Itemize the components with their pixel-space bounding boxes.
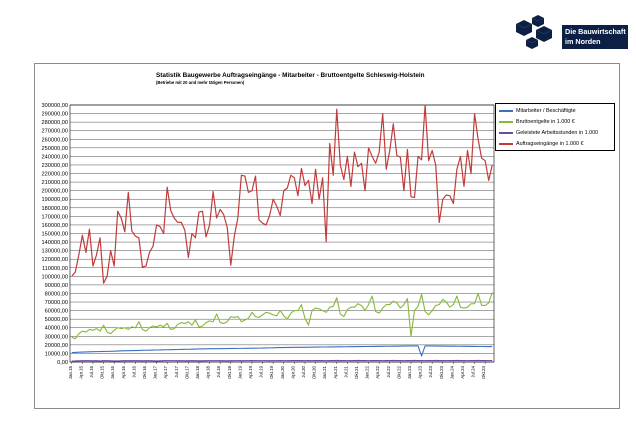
legend-label-mitarbeiter: Mitarbeiter / Beschäftigte [516, 108, 576, 114]
y-tick-label: 90000,00 [45, 283, 68, 289]
y-tick-label: 180000,00 [42, 206, 68, 212]
x-tick-label: Apr.19 [248, 365, 253, 378]
y-tick-label: 210000,00 [42, 180, 68, 186]
logo-wordmark: Die Bauwirtschaft im Norden [562, 25, 628, 49]
chart-title: Statistik Baugewerbe Auftragseingänge - … [156, 72, 425, 79]
x-tick-label: Jan.16 [110, 365, 115, 379]
x-tick-label: Jan.17 [153, 365, 158, 379]
x-tick-label: Jan.22 [365, 365, 370, 379]
x-tick-label: Okt.17 [184, 365, 189, 378]
y-tick-label: 160000,00 [42, 223, 68, 229]
y-tick-label: 80000,00 [45, 291, 68, 297]
x-tick-label: Okt.18 [227, 365, 232, 378]
y-tick-label: 140000,00 [42, 240, 68, 246]
legend-label-stunden: Geleistete Arbeitsstunden in 1.000 [516, 130, 599, 136]
y-tick-label: 120000,00 [42, 257, 68, 263]
x-tick-label: Jan.20 [280, 365, 285, 379]
x-tick-label: Jan.21 [322, 365, 327, 379]
logo-line-2: im Norden [565, 37, 601, 46]
x-tick-label: Jul.23 [428, 365, 433, 377]
x-tick-label: Jan.19 [237, 365, 242, 379]
y-tick-label: 300000,00 [42, 103, 68, 109]
x-tick-label: Apr.15 [78, 365, 83, 378]
y-tick-label: 50000,00 [45, 317, 68, 323]
y-axis-ticks: 0,00 10000,00 20000,00 30000,00 40000,00 5000… [42, 103, 68, 366]
y-tick-label: 190000,00 [42, 197, 68, 203]
y-tick-label: 150000,00 [42, 232, 68, 238]
x-tick-label: Okt.24 [481, 365, 486, 378]
logo-line-1: Die Bauwirtschaft [565, 27, 626, 36]
series-line-auftrag [71, 104, 493, 284]
y-tick-label: 10000,00 [45, 351, 68, 357]
x-tick-label: Jan.15 [68, 365, 73, 379]
x-tick-label: Okt.16 [142, 365, 147, 378]
x-tick-label: Apr.17 [163, 365, 168, 378]
x-tick-label: Apr.22 [375, 365, 380, 378]
y-tick-label: 170000,00 [42, 214, 68, 220]
x-tick-label: Jul.17 [174, 365, 179, 377]
y-tick-label: 290000,00 [42, 112, 68, 118]
y-tick-label: 0,00 [57, 360, 68, 366]
x-tick-label: Apr.20 [290, 365, 295, 378]
y-tick-label: 30000,00 [45, 334, 68, 340]
legend-swatch-mitarbeiter [499, 110, 513, 112]
y-tick-label: 200000,00 [42, 189, 68, 195]
y-tick-label: 250000,00 [42, 146, 68, 152]
x-tick-label: Jul.20 [301, 365, 306, 377]
legend-entry-brutto: Bruttoentgelte in 1.000 € [499, 118, 575, 126]
x-tick-label: Jul.18 [216, 365, 221, 377]
chart-subtitle: (Betriebe mit 20 und mehr tätigen Person… [156, 80, 245, 85]
x-tick-label: Okt.19 [269, 365, 274, 378]
x-tick-label: Okt.21 [354, 365, 359, 378]
legend-entry-stunden: Geleistete Arbeitsstunden in 1.000 [499, 129, 598, 137]
x-tick-label: Jul.24 [471, 365, 476, 377]
x-axis-ticks: Jan.15 Apr.15 Jul.15 Okt.15 Jan.16 Apr.16 Jul.… [68, 362, 486, 379]
x-tick-label: Okt.20 [312, 365, 317, 378]
y-tick-label: 100000,00 [42, 274, 68, 280]
x-tick-label: Okt.23 [439, 365, 444, 378]
y-tick-label: 240000,00 [42, 154, 68, 160]
x-tick-label: Jan.24 [449, 365, 454, 379]
y-tick-label: 20000,00 [45, 343, 68, 349]
legend-entry-mitarbeiter: Mitarbeiter / Beschäftigte [499, 107, 576, 115]
series-layer [71, 104, 493, 362]
x-tick-label: Jan.18 [195, 365, 200, 379]
y-tick-label: 260000,00 [42, 137, 68, 143]
chart-legend: Mitarbeiter / Beschäftigte Bruttoentgelt… [495, 103, 615, 151]
x-tick-label: Apr.23 [418, 365, 423, 378]
legend-entry-auftrag: Auftragseingänge in 1.000 € [499, 140, 583, 148]
x-tick-label: Jul.21 [343, 365, 348, 377]
y-tick-label: 270000,00 [42, 129, 68, 135]
y-tick-label: 70000,00 [45, 300, 68, 306]
x-tick-label: Jul.16 [131, 365, 136, 377]
y-tick-label: 220000,00 [42, 172, 68, 178]
legend-label-brutto: Bruttoentgelte in 1.000 € [516, 119, 575, 125]
x-tick-label: Jan.23 [407, 365, 412, 379]
y-tick-label: 110000,00 [42, 266, 68, 272]
x-tick-label: Jul.15 [89, 365, 94, 377]
legend-label-auftrag: Auftragseingänge in 1.000 € [516, 141, 584, 147]
x-tick-label: Apr.24 [460, 365, 465, 378]
x-tick-label: Apr.18 [206, 365, 211, 378]
y-tick-label: 40000,00 [45, 326, 68, 332]
y-tick-label: 130000,00 [42, 249, 68, 255]
legend-swatch-auftrag [499, 143, 513, 145]
y-tick-label: 280000,00 [42, 120, 68, 126]
bauwirtschaft-logo-icon [516, 15, 552, 49]
legend-swatch-stunden [499, 132, 513, 134]
x-tick-label: Jul.19 [259, 365, 264, 377]
x-tick-label: Okt.15 [100, 365, 105, 378]
series-line-brutto [71, 292, 493, 340]
series-line-mitarbeiter [71, 345, 493, 357]
x-tick-label: Okt.22 [396, 365, 401, 378]
legend-swatch-brutto [499, 121, 513, 123]
x-tick-label: Jul.22 [386, 365, 391, 377]
x-tick-label: Apr.16 [121, 365, 126, 378]
y-tick-label: 60000,00 [45, 309, 68, 315]
series-line-stunden [71, 359, 493, 362]
x-tick-label: Apr.21 [333, 365, 338, 378]
y-tick-label: 230000,00 [42, 163, 68, 169]
